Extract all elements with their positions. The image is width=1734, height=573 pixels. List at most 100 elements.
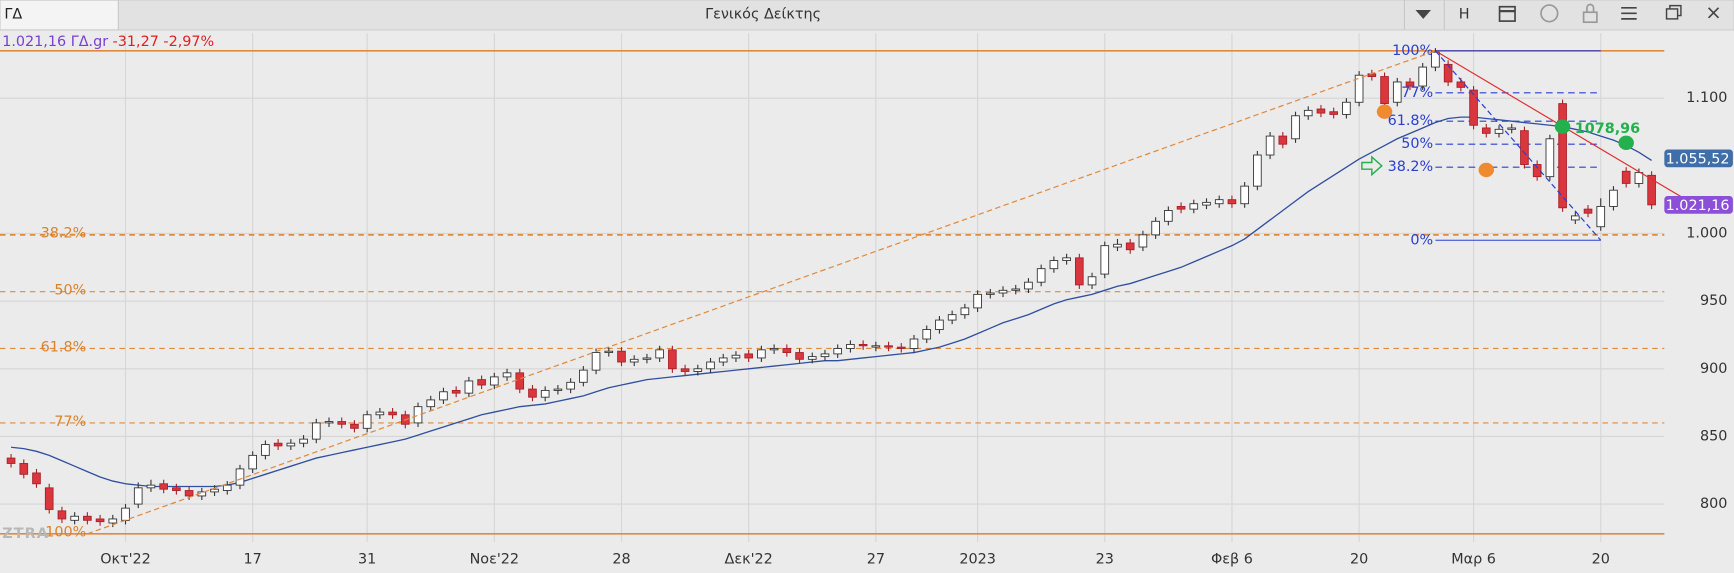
candle-body <box>871 345 881 348</box>
candle-body <box>1138 234 1148 248</box>
candle-body <box>1075 257 1084 286</box>
price-tag <box>1664 196 1733 214</box>
price-tag-label: 1.055,52 <box>1666 151 1730 167</box>
chat-button[interactable] <box>1540 4 1559 23</box>
candle-body <box>1316 108 1326 114</box>
y-tick-label: 850 <box>1700 428 1727 444</box>
fib-level-label: 100% <box>45 525 86 541</box>
candle-body <box>540 389 550 398</box>
candle-body <box>1164 210 1173 222</box>
y-tick-label: 950 <box>1700 293 1727 309</box>
candle-body <box>718 357 728 363</box>
candle-body <box>1456 81 1466 88</box>
candle-body <box>273 442 283 447</box>
x-tick-label: 27 <box>867 552 885 568</box>
price-tag <box>1664 149 1733 168</box>
candle-body <box>1596 205 1606 228</box>
fib-level-label: 61.8% <box>41 339 87 355</box>
candle-body <box>19 463 29 475</box>
candle-body <box>1418 66 1428 87</box>
candle-body <box>159 483 168 490</box>
watermark: ZTRA <box>2 526 49 542</box>
candle-body <box>6 457 16 464</box>
candle-body <box>1558 103 1567 209</box>
candle-body <box>1240 185 1249 205</box>
candle-body <box>1176 205 1186 210</box>
candle-body <box>1253 154 1262 187</box>
candle-body <box>782 348 792 353</box>
price-tag-label: 1.021,16 <box>1666 198 1730 214</box>
candle-body <box>515 372 525 390</box>
restore-button-back <box>1669 4 1682 17</box>
candle-body <box>311 422 321 440</box>
candle-body <box>744 353 753 359</box>
candle-body <box>1443 63 1453 83</box>
x-tick-label: 20 <box>1350 552 1368 568</box>
restore-button[interactable] <box>1665 8 1679 20</box>
candle-body <box>591 352 601 371</box>
candle-body <box>337 421 347 425</box>
x-tick-label: 2023 <box>959 552 996 568</box>
candle-body <box>579 369 588 383</box>
candle-body <box>909 338 919 349</box>
candle-body <box>1227 199 1237 205</box>
candle-body <box>1329 111 1338 115</box>
x-tick-label: Δεκ'22 <box>725 552 773 568</box>
candle-body <box>693 368 703 372</box>
candle-body <box>146 484 156 489</box>
y-tick-label: 900 <box>1700 361 1727 377</box>
candle-body <box>222 484 232 491</box>
candle-body <box>706 361 715 370</box>
candle-body <box>1481 127 1491 134</box>
candle-body <box>299 438 308 444</box>
candle-body <box>83 515 92 521</box>
trendline <box>1435 50 1710 214</box>
marker <box>1478 162 1495 178</box>
candle-body <box>757 349 766 359</box>
menu-button[interactable] <box>1621 6 1637 20</box>
candle-body <box>1520 130 1529 165</box>
candle-body <box>1202 201 1211 206</box>
tab[interactable] <box>0 0 119 31</box>
candle-body <box>477 379 486 386</box>
trendline <box>1434 50 1602 241</box>
marker <box>1376 104 1393 119</box>
candle-body <box>350 423 359 429</box>
candle-body <box>1507 127 1517 130</box>
title-bar-bg <box>0 0 1734 31</box>
candle-body <box>1609 189 1618 207</box>
candle-body <box>1634 172 1644 184</box>
candle-body <box>1291 115 1300 140</box>
candle-body <box>286 442 296 447</box>
fib-level-label: 77% <box>54 414 86 430</box>
candle-body <box>1532 164 1542 178</box>
candle-body <box>1113 243 1122 248</box>
candle-body <box>947 314 957 321</box>
candle-body <box>731 354 741 359</box>
candle-body <box>413 406 423 424</box>
candle-body <box>362 414 372 429</box>
candle-body <box>680 368 690 372</box>
close-button[interactable] <box>1707 7 1720 19</box>
lock-button[interactable] <box>1582 11 1598 24</box>
candle-body <box>566 381 575 390</box>
candle-body <box>1583 208 1593 214</box>
candle-body <box>210 488 219 493</box>
candle-body <box>617 350 626 363</box>
x-tick-label: Φεβ 6 <box>1211 552 1253 568</box>
candle-body <box>528 388 537 398</box>
dropdown-button[interactable] <box>1415 10 1431 19</box>
candle-body <box>1342 101 1351 115</box>
candle-body <box>833 348 843 355</box>
h-button[interactable]: H <box>1459 6 1470 22</box>
candle-body <box>884 345 893 348</box>
candle-body <box>502 372 512 378</box>
candle-body <box>846 343 855 349</box>
candle-body <box>1405 81 1415 87</box>
candle-body <box>44 487 54 510</box>
marker <box>1554 119 1571 134</box>
x-tick-label: Οκτ'22 <box>100 552 151 568</box>
window-button[interactable] <box>1498 5 1516 22</box>
candle-body <box>1024 281 1033 290</box>
